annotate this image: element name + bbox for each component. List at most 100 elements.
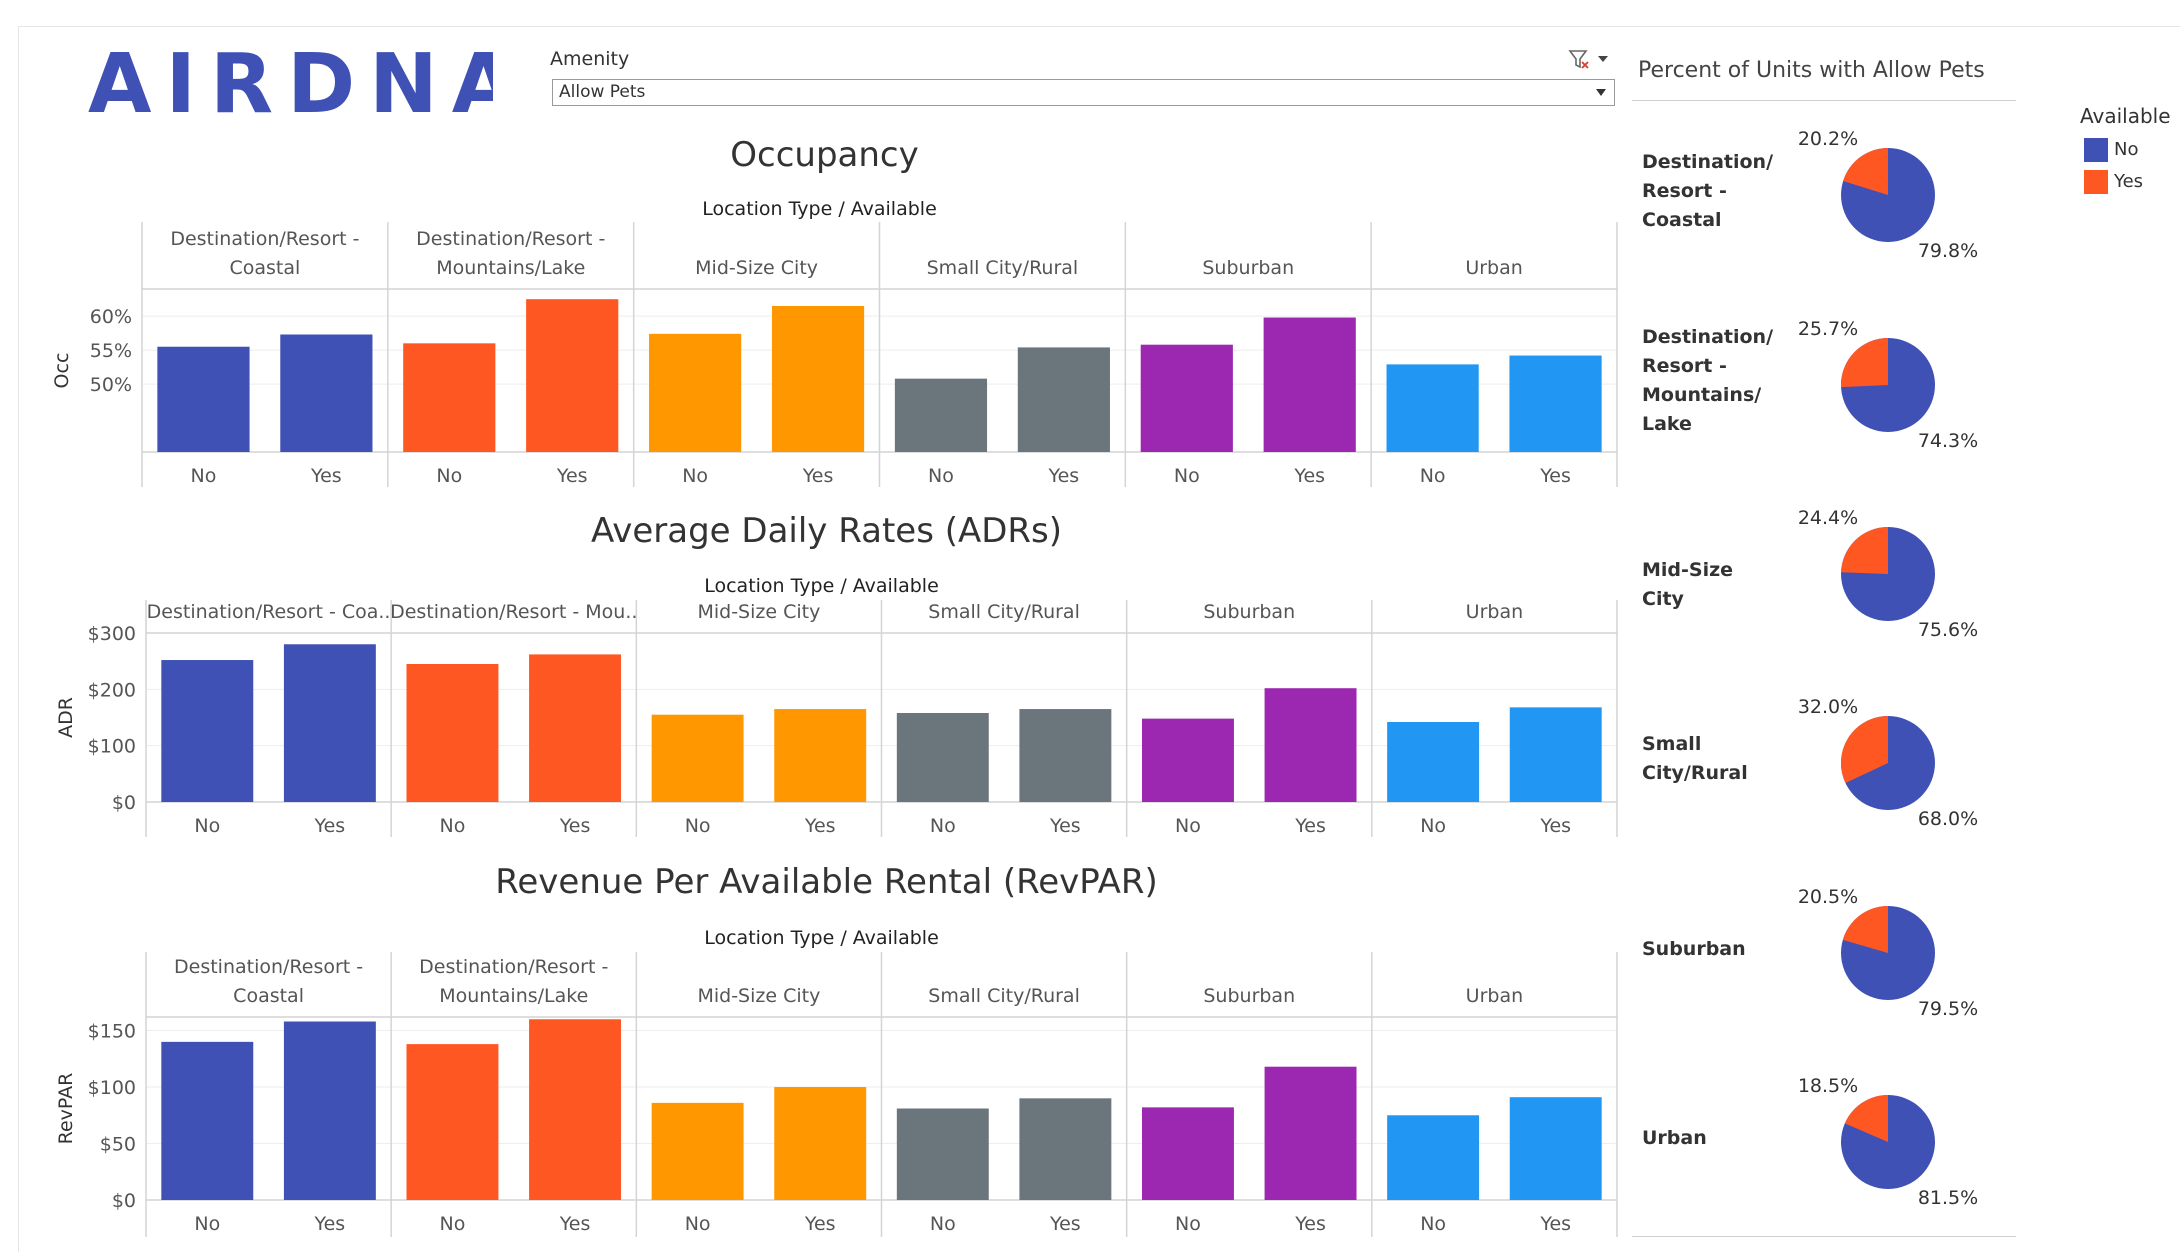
pie-row-label: Suburban — [1642, 935, 1762, 964]
x-tick-label: No — [194, 815, 220, 837]
x-tick-label: No — [685, 1213, 711, 1235]
group-header-label: Suburban — [1203, 601, 1295, 623]
pie-row-label-line: Lake — [1642, 413, 1692, 435]
group-header-label: Small City/Rural — [928, 601, 1080, 623]
x-tick-label: Yes — [804, 815, 836, 837]
bar-no — [651, 1102, 744, 1200]
y-axis-label: ADR — [55, 697, 77, 738]
bar-yes — [283, 644, 376, 802]
bar-no — [406, 663, 499, 802]
bar-yes — [1264, 1066, 1357, 1200]
y-tick-label: 55% — [90, 340, 132, 362]
bar-yes — [1019, 1098, 1112, 1200]
legend-label-yes: Yes — [2114, 171, 2144, 192]
bar-no — [1141, 718, 1234, 802]
bar-no — [896, 1108, 989, 1200]
bar-yes — [771, 305, 865, 452]
pie-row-label-line: Resort - — [1642, 179, 1727, 202]
group-header-label: Destination/Resort - — [419, 956, 608, 978]
pie-row-label-line: Small — [1642, 733, 1702, 755]
group-header-label: Urban — [1466, 985, 1523, 1007]
bar-yes — [1263, 317, 1356, 452]
x-tick-label: No — [440, 1213, 466, 1235]
legend-label-no: No — [2114, 139, 2139, 160]
clear-filter-icon[interactable] — [1568, 48, 1612, 72]
y-tick-label: $50 — [100, 1134, 136, 1156]
bar-chart-1: Occupancy Location Type / Available 50% 55%… — [51, 135, 1618, 487]
bar-charts: Occupancy Location Type / Available 50% 55%… — [51, 135, 1618, 1237]
x-tick-label: Yes — [1293, 465, 1325, 487]
pie-row-label: Destination/Resort - Coastal — [1642, 148, 1773, 235]
x-tick-label: Yes — [559, 815, 591, 837]
group-header-label: Destination/Resort - — [416, 228, 605, 250]
bar-no — [1387, 1115, 1480, 1200]
bar-no — [896, 712, 989, 802]
group-header-label: Coastal — [233, 985, 304, 1007]
airdna-logo: AIRDNA — [88, 44, 493, 124]
x-tick-label: Yes — [1048, 465, 1080, 487]
x-tick-label: Yes — [310, 465, 342, 487]
legend-item-yes[interactable]: Yes — [2084, 170, 2143, 194]
column-header-title: Location Type / Available — [702, 198, 937, 220]
bar-no — [406, 1044, 499, 1200]
x-tick-label: No — [930, 815, 956, 837]
x-tick-label: No — [436, 465, 462, 487]
pie-row-label: Small City/Rural — [1642, 730, 1762, 788]
chevron-down-icon — [1596, 89, 1606, 96]
bar-no — [894, 378, 988, 452]
y-axis-label: Occ — [51, 353, 73, 389]
group-header-label: Mountains/Lake — [436, 257, 585, 279]
x-tick-label: No — [194, 1213, 220, 1235]
group-header-label: Mountains/Lake — [439, 985, 588, 1007]
y-tick-label: $100 — [88, 736, 136, 758]
x-tick-label: No — [1420, 1213, 1446, 1235]
bar-yes — [526, 299, 619, 452]
bar-yes — [774, 709, 867, 802]
pie-row-label: Urban — [1642, 1124, 1762, 1153]
amenity-selected-value: Allow Pets — [559, 82, 646, 102]
bar-no — [161, 660, 254, 802]
pie-row-label-line: Resort - — [1642, 355, 1727, 377]
group-header-label: Urban — [1465, 257, 1522, 279]
x-tick-label: No — [682, 465, 708, 487]
pie-row-label-line: Destination/ — [1642, 326, 1774, 348]
x-tick-label: No — [1175, 815, 1201, 837]
bar-no — [1140, 344, 1233, 452]
pie-row-label-line: Mid-Size City — [1642, 558, 1734, 610]
bar-yes — [1017, 347, 1110, 452]
legend-swatch-no — [2084, 138, 2108, 162]
pie-chart-title: Percent of Units with Allow Pets — [1638, 58, 1985, 83]
x-tick-label: No — [440, 815, 466, 837]
bar-yes — [283, 1021, 376, 1200]
amenity-filter-label: Amenity — [550, 48, 630, 70]
column-header-title: Location Type / Available — [704, 575, 939, 597]
bar-yes — [280, 334, 373, 452]
group-header-label: Coastal — [230, 257, 301, 279]
x-tick-label: Yes — [1049, 815, 1081, 837]
pie-row-label: Mid-Size City — [1642, 556, 1762, 614]
bar-yes — [529, 654, 622, 802]
dashboard-frame — [18, 26, 2180, 1252]
bar-no — [1386, 364, 1479, 452]
group-header-label: Mid-Size City — [695, 257, 818, 279]
y-axis-label: RevPAR — [55, 1073, 77, 1145]
x-tick-label: Yes — [556, 465, 588, 487]
pie-row-label-line: Suburban — [1642, 937, 1746, 960]
group-header-label: Small City/Rural — [928, 985, 1080, 1007]
bar-yes — [1509, 355, 1602, 452]
pie-row-label-line: City/Rural — [1642, 762, 1748, 784]
bar-no — [651, 714, 744, 802]
x-tick-label: Yes — [1539, 815, 1571, 837]
x-tick-label: No — [685, 815, 711, 837]
pie-row-label-line: Mountains/ — [1642, 384, 1762, 406]
group-header-label: Small City/Rural — [927, 257, 1079, 279]
bar-yes — [774, 1087, 867, 1200]
bar-chart-2: Average Daily Rates (ADRs) Location Type … — [55, 511, 1618, 837]
x-tick-label: No — [191, 465, 217, 487]
bar-no — [1141, 1107, 1234, 1200]
amenity-dropdown[interactable]: Allow Pets — [552, 79, 1615, 106]
legend-item-no[interactable]: No — [2084, 138, 2138, 162]
group-header-label: Mid-Size City — [697, 985, 820, 1007]
chart-title: Average Daily Rates (ADRs) — [591, 511, 1062, 551]
x-tick-label: Yes — [1539, 1213, 1571, 1235]
